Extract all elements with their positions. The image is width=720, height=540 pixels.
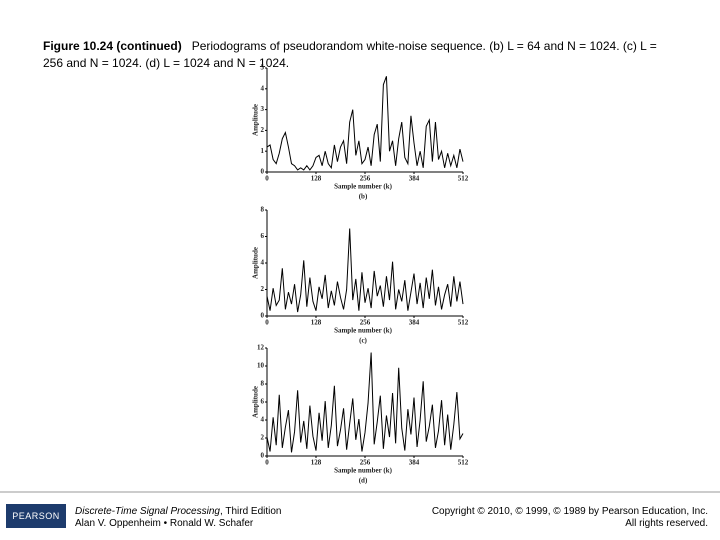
x-tick-label: 0 <box>265 459 269 467</box>
y-tick-label: 4 <box>261 416 265 424</box>
x-tick-label: 512 <box>458 459 469 467</box>
book-authors: Alan V. Oppenheim • Ronald W. Schafer <box>75 518 254 529</box>
x-tick-label: 0 <box>265 175 269 183</box>
x-tick-label: 128 <box>311 319 322 327</box>
caption-label: Figure 10.24 (continued) <box>43 39 182 53</box>
x-tick-label: 384 <box>409 459 420 467</box>
x-tick-label: 128 <box>311 459 322 467</box>
y-tick-label: 6 <box>261 232 265 240</box>
x-axis-label: Sample number (k) <box>334 183 392 191</box>
x-tick-label: 384 <box>409 319 420 327</box>
x-tick-label: 128 <box>311 175 322 183</box>
y-axis-label: Amplitude <box>252 386 260 418</box>
caption: Figure 10.24 (continued) Periodograms of… <box>43 38 673 72</box>
x-tick-label: 256 <box>360 175 371 183</box>
x-tick-label: 256 <box>360 459 371 467</box>
y-tick-label: 6 <box>261 398 265 406</box>
y-tick-label: 2 <box>261 285 265 293</box>
y-tick-label: 2 <box>261 126 265 134</box>
y-tick-label: 0 <box>261 452 265 460</box>
chart-label: (d) <box>359 477 368 485</box>
y-tick-label: 10 <box>257 362 265 370</box>
y-axis-label: Amplitude <box>252 247 260 279</box>
y-tick-label: 8 <box>261 206 265 214</box>
x-tick-label: 512 <box>458 319 469 327</box>
y-tick-label: 2 <box>261 434 265 442</box>
x-tick-label: 256 <box>360 319 371 327</box>
footer-copyright: Copyright © 2010, © 1999, © 1989 by Pear… <box>432 506 708 530</box>
chart-label: (b) <box>359 193 368 201</box>
x-tick-label: 0 <box>265 319 269 327</box>
x-axis-label: Sample number (k) <box>334 467 392 475</box>
caption-text: Periodograms of pseudorandom white-noise… <box>43 39 657 70</box>
y-tick-label: 8 <box>261 380 265 388</box>
y-tick-label: 1 <box>261 147 265 155</box>
footer-book: Discrete-Time Signal Processing, Third E… <box>75 506 281 530</box>
rights: All rights reserved. <box>625 518 708 529</box>
logo: PEARSON <box>12 511 60 521</box>
y-tick-label: 0 <box>261 312 265 320</box>
logo-box <box>6 504 66 528</box>
y-tick-label: 0 <box>261 168 265 176</box>
periodogram-line <box>266 76 464 171</box>
x-axis-label: Sample number (k) <box>334 327 392 335</box>
book-title: Discrete-Time Signal Processing <box>75 506 220 517</box>
y-tick-label: 3 <box>261 105 265 113</box>
periodogram-line <box>266 352 464 453</box>
periodogram-line <box>266 228 464 313</box>
y-tick-label: 5 <box>261 64 265 72</box>
copyright: Copyright © 2010, © 1999, © 1989 by Pear… <box>431 506 708 517</box>
book-edition: , Third Edition <box>219 506 282 517</box>
x-tick-label: 384 <box>409 175 420 183</box>
y-axis-label: Amplitude <box>252 104 260 136</box>
chart-label: (c) <box>359 337 367 345</box>
y-tick-label: 12 <box>257 344 265 352</box>
y-tick-label: 4 <box>261 84 265 92</box>
x-tick-label: 512 <box>458 175 469 183</box>
y-tick-label: 4 <box>261 259 265 267</box>
